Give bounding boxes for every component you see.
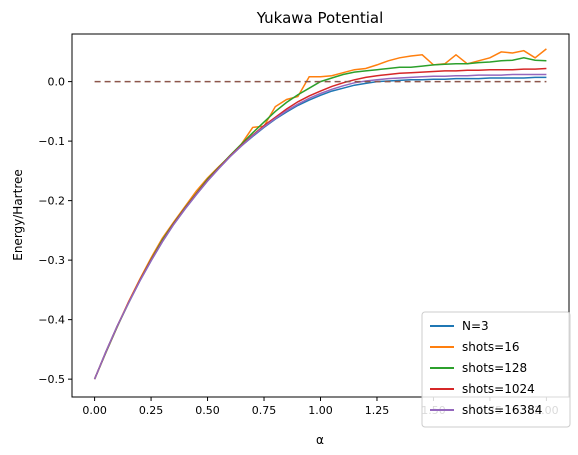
x-tick-label: 0.00 [82,404,107,417]
plot-area [93,48,547,380]
x-tick-label: 1.00 [308,404,333,417]
x-tick-label: 1.25 [365,404,390,417]
legend-label: shots=1024 [462,382,535,396]
legend-label: shots=128 [462,361,527,375]
y-tick-label: −0.5 [38,373,65,386]
y-axis: −0.5 −0.4 −0.3 −0.2 −0.1 0.0 [38,76,72,386]
y-axis-label: Energy/Hartree [11,169,25,261]
y-tick-label: −0.2 [38,195,65,208]
legend-label: shots=16 [462,340,519,354]
legend-label: N=3 [462,319,489,333]
y-tick-label: 0.0 [48,76,66,89]
series-line-shots-16384 [93,73,547,380]
y-tick-label: −0.1 [38,135,65,148]
x-tick-label: 0.75 [252,404,277,417]
legend: N=3 shots=16 shots=128 shots=1024 shots=1638… [421,311,571,428]
y-tick-label: −0.3 [38,254,65,267]
legend-box [421,311,571,428]
x-tick-label: 0.50 [195,404,220,417]
x-axis-label: α [316,433,324,447]
legend-label: shots=16384 [462,403,542,417]
y-tick-label: −0.4 [38,314,65,327]
chart-title: Yukawa Potential [256,9,384,27]
x-tick-label: 0.25 [139,404,164,417]
